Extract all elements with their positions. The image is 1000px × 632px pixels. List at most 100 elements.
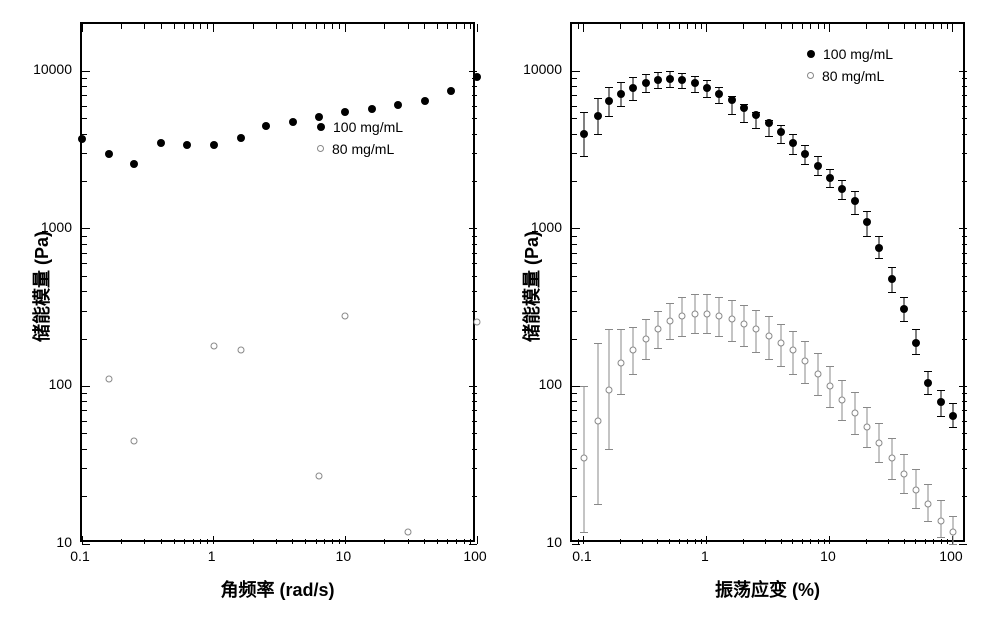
data-point bbox=[594, 418, 601, 425]
data-point bbox=[863, 218, 871, 226]
x-tick-label: 100 bbox=[463, 548, 486, 564]
data-point bbox=[752, 111, 760, 119]
plot-area-right bbox=[570, 22, 965, 542]
legend: 100 mg/mL 80 mg/mL bbox=[807, 43, 893, 87]
data-point bbox=[728, 96, 736, 104]
data-point bbox=[654, 76, 662, 84]
data-point bbox=[888, 275, 896, 283]
data-point bbox=[703, 310, 710, 317]
data-point bbox=[938, 517, 945, 524]
x-tick-label: 1 bbox=[208, 548, 216, 564]
data-point bbox=[210, 343, 217, 350]
data-point bbox=[924, 379, 932, 387]
data-point bbox=[157, 139, 165, 147]
open-circle-icon bbox=[807, 72, 814, 79]
x-tick-label: 0.1 bbox=[70, 548, 89, 564]
data-point bbox=[580, 455, 587, 462]
data-point bbox=[765, 119, 773, 127]
data-point bbox=[474, 319, 481, 326]
data-point bbox=[889, 455, 896, 462]
data-point bbox=[814, 162, 822, 170]
data-point bbox=[852, 409, 859, 416]
legend-item: 100 mg/mL bbox=[317, 116, 403, 138]
x-tick-label: 10 bbox=[336, 548, 352, 564]
data-point bbox=[315, 473, 322, 480]
data-point bbox=[692, 310, 699, 317]
data-point bbox=[678, 76, 686, 84]
data-point bbox=[289, 118, 297, 126]
data-point bbox=[405, 528, 412, 535]
data-point bbox=[826, 383, 833, 390]
data-point bbox=[740, 320, 747, 327]
data-point bbox=[130, 160, 138, 168]
data-point bbox=[183, 141, 191, 149]
y-tick-label: 100 bbox=[49, 376, 72, 392]
data-point bbox=[789, 139, 797, 147]
data-point bbox=[863, 424, 870, 431]
data-point bbox=[752, 326, 759, 333]
y-axis-label: 储能模量 (Pa) bbox=[518, 231, 544, 342]
legend-label: 80 mg/mL bbox=[332, 141, 394, 157]
y-tick-label: 10 bbox=[56, 534, 72, 550]
data-point bbox=[643, 336, 650, 343]
data-point bbox=[839, 397, 846, 404]
data-point bbox=[801, 150, 809, 158]
data-point bbox=[851, 197, 859, 205]
data-point bbox=[679, 313, 686, 320]
data-point bbox=[912, 487, 919, 494]
legend-item: 80 mg/mL bbox=[807, 65, 893, 87]
x-tick-label: 10 bbox=[820, 548, 836, 564]
data-point bbox=[716, 313, 723, 320]
x-tick-label: 100 bbox=[939, 548, 962, 564]
data-point bbox=[421, 97, 429, 105]
data-point bbox=[237, 347, 244, 354]
data-point bbox=[777, 128, 785, 136]
data-point bbox=[594, 112, 602, 120]
legend-label: 100 mg/mL bbox=[823, 46, 893, 62]
data-point bbox=[606, 386, 613, 393]
data-point bbox=[605, 97, 613, 105]
data-point bbox=[642, 79, 650, 87]
data-point bbox=[629, 84, 637, 92]
y-tick-label: 10000 bbox=[33, 61, 72, 77]
legend-item: 80 mg/mL bbox=[317, 138, 403, 160]
data-point bbox=[838, 185, 846, 193]
data-point bbox=[617, 360, 624, 367]
data-point bbox=[666, 318, 673, 325]
data-point bbox=[766, 332, 773, 339]
data-point bbox=[78, 135, 86, 143]
data-point bbox=[901, 470, 908, 477]
data-point bbox=[949, 412, 957, 420]
figure: 0.111010010100100010000角频率 (rad/s)储能模量 (… bbox=[0, 0, 1000, 632]
data-point bbox=[691, 79, 699, 87]
data-point bbox=[617, 90, 625, 98]
data-point bbox=[912, 339, 920, 347]
data-point bbox=[131, 438, 138, 445]
data-point bbox=[900, 305, 908, 313]
x-tick-label: 1 bbox=[701, 548, 709, 564]
x-axis-label: 角频率 (rad/s) bbox=[220, 576, 334, 602]
plot-area-left bbox=[80, 22, 475, 542]
data-point bbox=[802, 358, 809, 365]
data-point bbox=[262, 122, 270, 130]
legend-label: 80 mg/mL bbox=[822, 68, 884, 84]
data-point bbox=[937, 398, 945, 406]
data-point bbox=[210, 141, 218, 149]
data-point bbox=[394, 101, 402, 109]
data-point bbox=[237, 134, 245, 142]
y-tick-label: 10000 bbox=[523, 61, 562, 77]
data-point bbox=[729, 315, 736, 322]
legend: 100 mg/mL 80 mg/mL bbox=[317, 116, 403, 160]
legend-label: 100 mg/mL bbox=[333, 119, 403, 135]
y-tick-label: 10 bbox=[546, 534, 562, 550]
data-point bbox=[740, 104, 748, 112]
data-point bbox=[342, 313, 349, 320]
data-point bbox=[715, 90, 723, 98]
filled-circle-icon bbox=[317, 123, 325, 131]
open-circle-icon bbox=[317, 145, 324, 152]
x-tick-label: 0.1 bbox=[572, 548, 591, 564]
data-point bbox=[703, 84, 711, 92]
data-point bbox=[789, 347, 796, 354]
data-point bbox=[105, 150, 113, 158]
y-tick-label: 100 bbox=[539, 376, 562, 392]
